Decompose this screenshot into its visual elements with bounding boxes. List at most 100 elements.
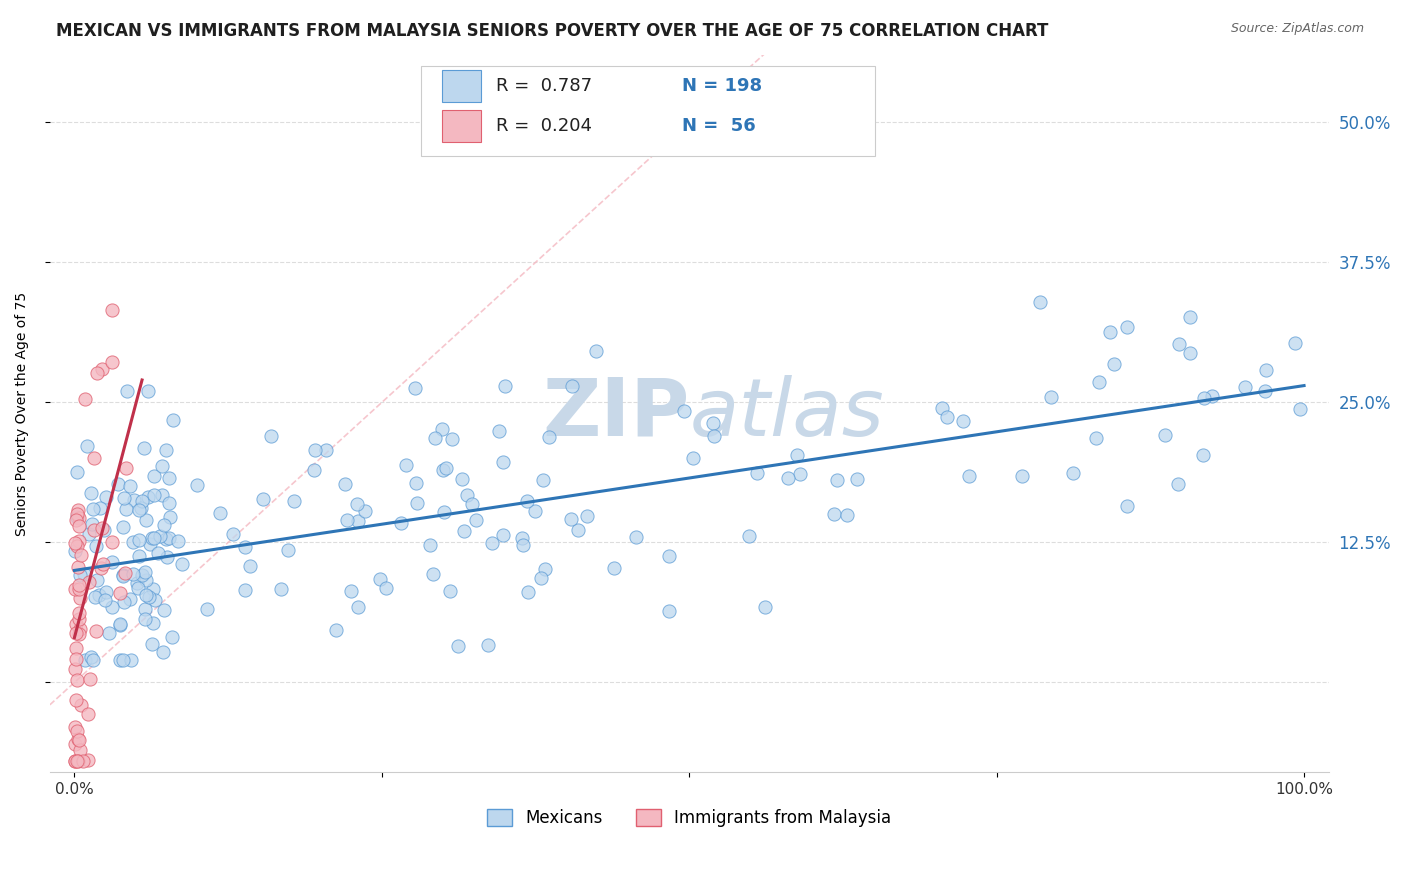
Point (576, 509, 599, 524)
Point (936, 410, 959, 425)
Point (1192, 448, 1215, 462)
Point (461, 497, 484, 511)
Point (778, 471, 800, 485)
Point (80, 649, 103, 664)
Point (952, 414, 974, 428)
Point (516, 494, 538, 508)
Point (494, 379, 516, 393)
Point (195, 602, 218, 616)
Point (172, 558, 194, 572)
Point (134, 441, 156, 455)
Point (166, 534, 188, 549)
Point (135, 513, 157, 527)
Point (672, 403, 695, 417)
Point (703, 429, 725, 443)
Point (702, 416, 724, 430)
Point (110, 616, 132, 631)
Point (389, 516, 412, 530)
Y-axis label: Seniors Poverty Over the Age of 75: Seniors Poverty Over the Age of 75 (15, 292, 30, 536)
Point (66, 507, 89, 521)
Point (65, 651, 87, 665)
Text: N = 198: N = 198 (682, 78, 762, 95)
Point (160, 630, 183, 644)
Point (1167, 336, 1189, 351)
Point (69, 591, 91, 605)
Point (94, 491, 117, 505)
Point (112, 595, 135, 609)
Point (441, 432, 464, 446)
Point (67, 606, 90, 620)
Point (67, 533, 90, 548)
Point (1039, 390, 1062, 404)
Point (233, 540, 256, 554)
Point (512, 538, 534, 552)
Point (957, 468, 980, 483)
Point (80, 516, 103, 531)
Point (98, 626, 121, 640)
Point (96, 584, 118, 599)
Point (159, 510, 181, 524)
Point (368, 573, 391, 587)
Point (66, 509, 89, 524)
Point (111, 653, 134, 667)
Point (347, 599, 370, 614)
Point (101, 535, 124, 549)
Text: atlas: atlas (689, 375, 884, 452)
Point (745, 466, 768, 480)
Point (405, 495, 427, 509)
Point (125, 576, 148, 591)
Point (66, 673, 89, 688)
Point (65, 626, 87, 640)
Point (82, 653, 104, 667)
Point (67, 612, 90, 626)
Point (786, 449, 808, 463)
Point (141, 531, 163, 545)
Point (67, 582, 90, 597)
Point (110, 653, 132, 667)
Point (66, 754, 89, 768)
Point (1167, 476, 1189, 491)
Point (339, 584, 361, 599)
Point (1289, 402, 1312, 417)
Point (127, 581, 149, 595)
Point (336, 513, 359, 527)
Point (128, 503, 150, 517)
Point (67, 519, 90, 533)
Point (63, 536, 86, 550)
Point (120, 591, 142, 606)
Point (87, 588, 110, 602)
Point (131, 493, 153, 508)
Point (100, 599, 122, 614)
FancyBboxPatch shape (443, 110, 481, 142)
Point (112, 569, 135, 583)
Point (139, 537, 162, 551)
Point (83, 451, 105, 466)
Point (66, 724, 89, 739)
Point (537, 430, 560, 444)
Point (150, 458, 173, 473)
Point (1284, 336, 1306, 351)
Point (1201, 389, 1223, 403)
Point (346, 497, 368, 511)
Point (120, 479, 142, 493)
Point (112, 491, 135, 505)
Point (112, 567, 135, 582)
Point (1180, 346, 1202, 360)
Point (128, 549, 150, 564)
Point (91, 361, 114, 376)
Point (516, 585, 538, 599)
Point (422, 567, 444, 582)
Point (152, 645, 174, 659)
Point (149, 529, 172, 543)
Point (481, 536, 503, 550)
Point (395, 458, 418, 472)
Point (1062, 466, 1084, 480)
Point (142, 582, 165, 596)
Point (111, 520, 134, 534)
Point (134, 612, 156, 626)
Point (754, 600, 776, 615)
Point (69, 567, 91, 582)
Point (1088, 375, 1111, 389)
Point (66, 559, 89, 574)
Text: N =  56: N = 56 (682, 117, 755, 135)
